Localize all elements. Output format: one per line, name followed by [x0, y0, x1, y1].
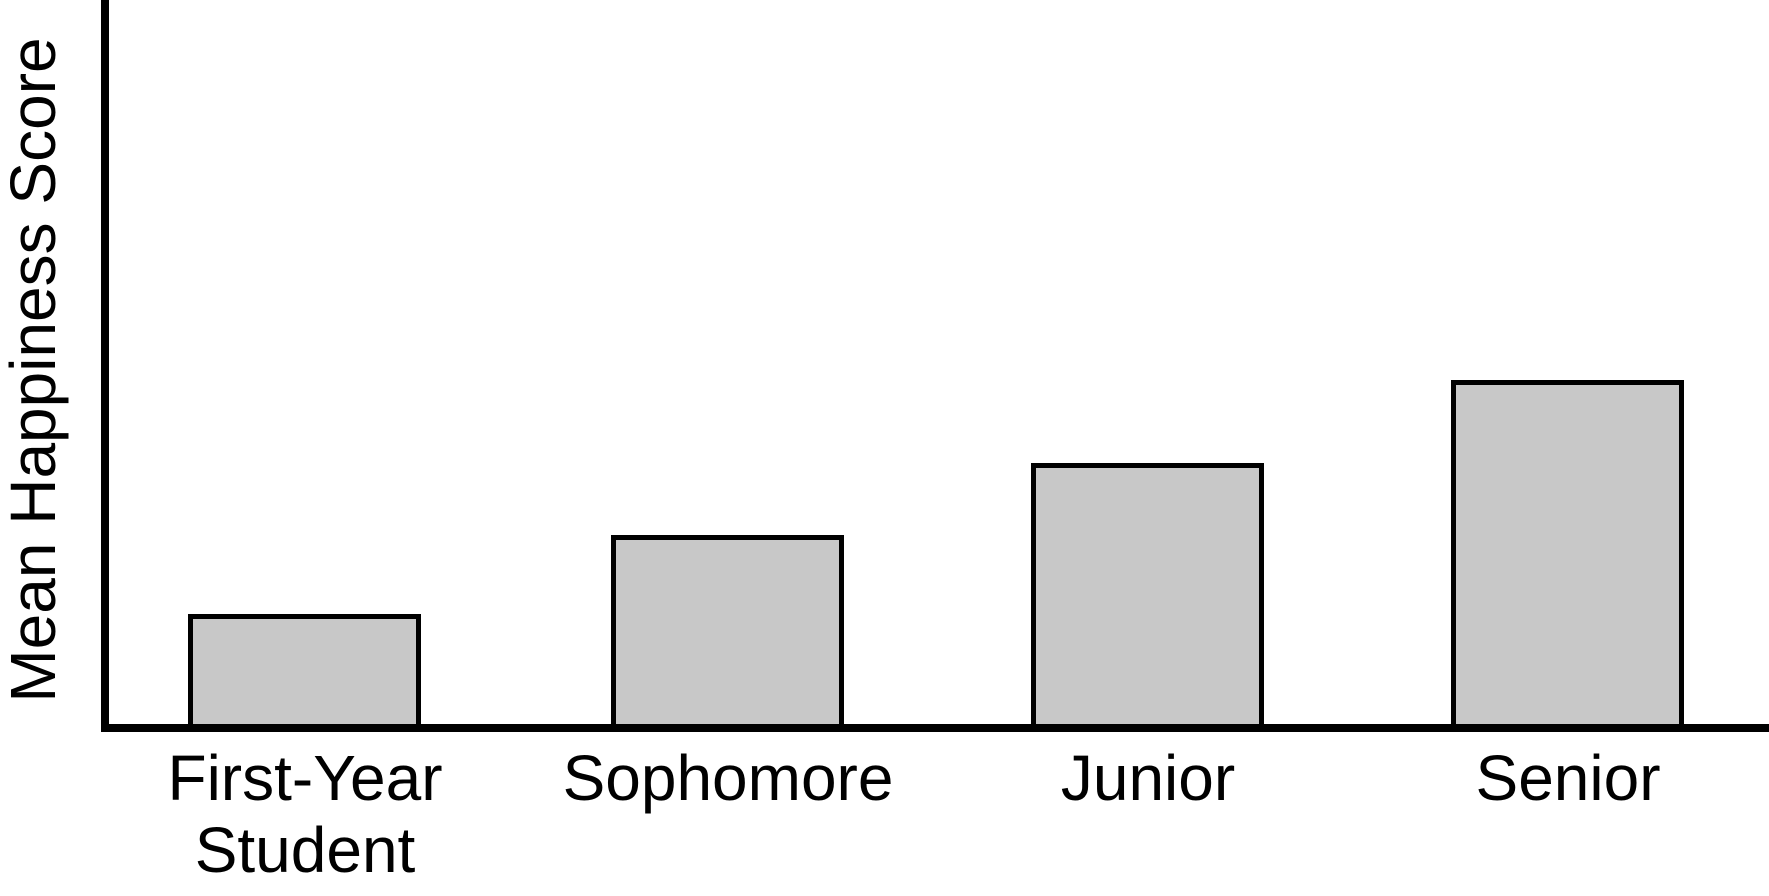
x-label-junior: Junior	[1060, 742, 1236, 814]
bar-senior	[1451, 380, 1684, 730]
bar-sophomore	[611, 535, 844, 730]
x-label-first-year-student: First-Year Student	[167, 742, 443, 886]
x-label-senior: Senior	[1475, 742, 1661, 814]
x-label-sophomore: Sophomore	[562, 742, 894, 814]
y-axis-line	[101, 0, 109, 732]
bar-junior	[1031, 463, 1264, 730]
y-axis-label: Mean Happiness Score	[0, 37, 69, 703]
bar-first-year-student	[188, 614, 421, 730]
x-axis-line	[101, 724, 1769, 732]
